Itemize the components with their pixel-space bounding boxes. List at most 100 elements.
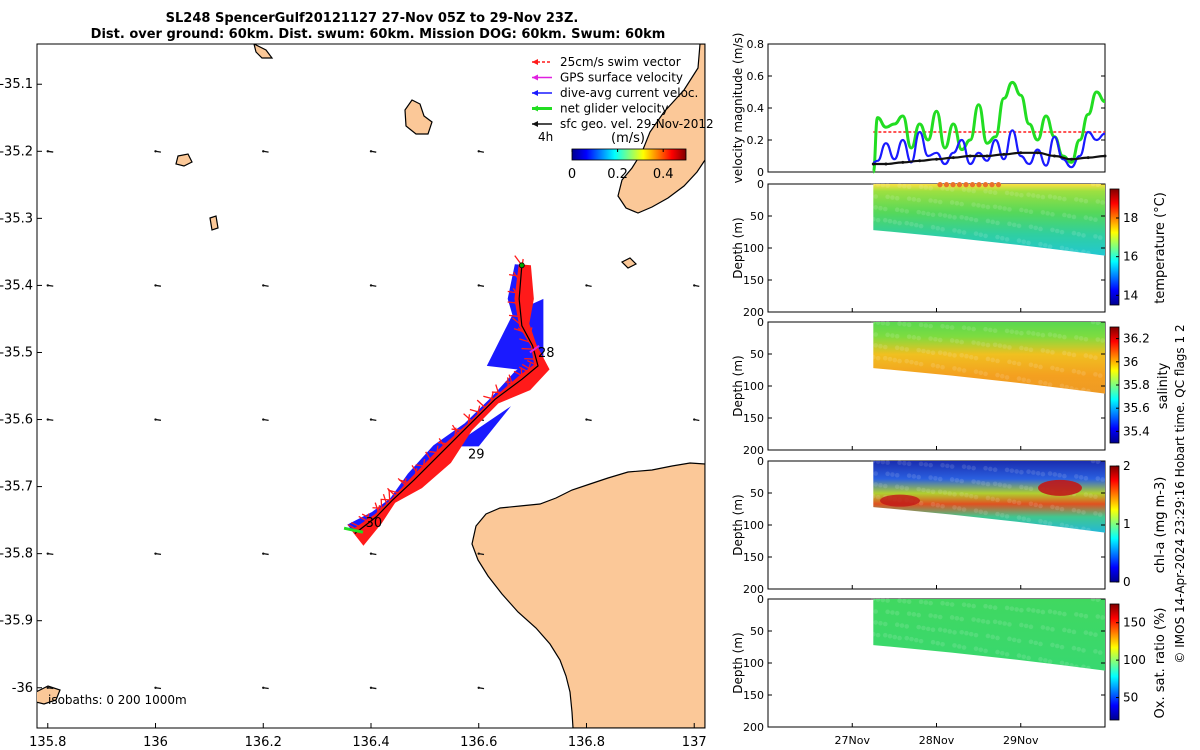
profile-sample-point	[1031, 608, 1036, 613]
profile-sample-point	[1033, 502, 1039, 508]
profile-sample-point	[940, 641, 945, 647]
profile-sample-point	[871, 216, 876, 222]
depth-tick-label: 100	[743, 519, 764, 532]
geo-arrow-head	[585, 284, 588, 287]
profile-sample-point	[875, 355, 881, 361]
velocity-series-point	[871, 162, 875, 166]
profile-sample-point	[1093, 355, 1098, 361]
profile-panel: 0 50 100 150 200 Depth (m) 14 16 18 temperature (…	[731, 178, 1168, 319]
date-label: 28Nov	[919, 734, 955, 747]
profile-sample-point	[1062, 212, 1067, 218]
profile-sample-point	[1031, 331, 1036, 336]
profile-sample-point	[976, 341, 981, 346]
depth-tick-label: 150	[743, 412, 764, 425]
velocity-series-point	[1036, 151, 1040, 155]
profile-sample-point	[925, 626, 931, 632]
profile-sample-point	[990, 496, 996, 502]
depth-tick-label: 150	[743, 274, 764, 287]
geo-arrow-head	[46, 284, 49, 287]
profile-sample-point	[1097, 512, 1103, 517]
profile-sample-point	[1081, 664, 1086, 670]
profile-sample-point	[875, 217, 881, 223]
geo-arrow-head	[693, 418, 696, 421]
depth-tick-label: 50	[750, 210, 764, 223]
profile-sample-point	[952, 643, 957, 648]
profile-sample-point	[985, 481, 991, 487]
profile-sample-point	[871, 458, 876, 464]
profile-sample-point	[906, 184, 912, 190]
profile-sample-point	[909, 636, 914, 642]
profile-sample-point	[873, 332, 879, 337]
profile-sample-point	[983, 465, 988, 471]
profile-sample-point	[949, 615, 955, 620]
profile-colorbar-tick-label: 150	[1123, 616, 1146, 630]
profile-sample-point	[911, 197, 917, 202]
profile-sample-point	[1026, 240, 1031, 246]
swim-vector	[476, 399, 487, 409]
profile-sample-point	[899, 208, 905, 213]
track-line	[354, 265, 539, 535]
profile-colorbar	[1109, 188, 1120, 306]
profile-sample-point	[916, 612, 921, 618]
profile-sample-point	[880, 320, 886, 326]
geo-arrow-head	[369, 150, 373, 153]
profile-sample-point	[959, 478, 964, 484]
profile-sample-point	[911, 335, 917, 340]
speed-colorbar-tick-label: 0.2	[607, 167, 628, 182]
profile-sample-point	[952, 353, 957, 358]
profile-colorbar-tick-label: 100	[1123, 653, 1146, 667]
profile-sample-point	[966, 603, 972, 608]
profile-sample-point	[985, 204, 991, 210]
profile-sample-point	[1021, 654, 1027, 660]
depth-tick-label: 200	[743, 721, 764, 734]
profile-sample-point	[1007, 484, 1012, 489]
profile-sample-point	[1026, 192, 1031, 197]
profile-sample-point	[1088, 631, 1093, 636]
profile-sample-point	[997, 620, 1003, 625]
profile-sample-point	[1057, 472, 1062, 478]
swim-vector	[402, 478, 407, 491]
profile-sample-point	[1004, 652, 1010, 657]
profile-sample-point	[976, 203, 981, 208]
profile-sample-point	[1085, 250, 1091, 256]
profile-sample-point	[952, 505, 957, 510]
profile-ylabel: Depth (m)	[731, 632, 745, 693]
velocity-ytick-label: 0.2	[747, 134, 765, 147]
profile-sample-point	[947, 629, 953, 634]
profile-sample-point	[985, 356, 991, 362]
profile-sample-point	[902, 183, 907, 189]
swim-vector	[358, 515, 370, 523]
swim-vector	[453, 427, 457, 440]
profile-sample-point	[873, 205, 879, 210]
profile-sample-point	[878, 205, 883, 211]
profile-sample-point	[885, 194, 890, 200]
profile-sample-point	[1100, 200, 1105, 205]
profile-sample-point	[1028, 224, 1034, 230]
swim-vector	[467, 414, 471, 427]
profile-sample-point	[1023, 208, 1029, 214]
profile-sample-point	[1038, 379, 1043, 385]
profile-sample-point	[1064, 523, 1070, 529]
geo-arrow-head	[154, 552, 157, 555]
profile-sample-point	[1042, 658, 1048, 663]
profile-sample-point	[961, 602, 967, 607]
profile-sample-point	[897, 321, 902, 326]
profile-sample-point	[871, 319, 876, 325]
profile-sample-point	[973, 355, 979, 361]
profile-sample-point	[990, 357, 996, 363]
swim-vector	[508, 314, 522, 318]
geo-arrow-head	[154, 284, 157, 287]
profile-sample-point	[945, 601, 950, 607]
profile-sample-point	[1071, 507, 1077, 513]
profile-sample-point	[1054, 643, 1060, 649]
profile-sample-point	[1011, 499, 1017, 505]
profile-sample-point	[1083, 630, 1089, 635]
swim-vector	[521, 363, 533, 371]
profile-sample-point	[921, 348, 926, 354]
profile-sample-point	[930, 627, 936, 633]
profile-sample-point	[873, 471, 879, 476]
profile-sample-point	[1004, 514, 1010, 519]
profile-sample-point	[995, 635, 1000, 641]
profile-sample-point	[952, 630, 957, 635]
profile-colorbar-tick-label: 35.6	[1123, 401, 1150, 415]
